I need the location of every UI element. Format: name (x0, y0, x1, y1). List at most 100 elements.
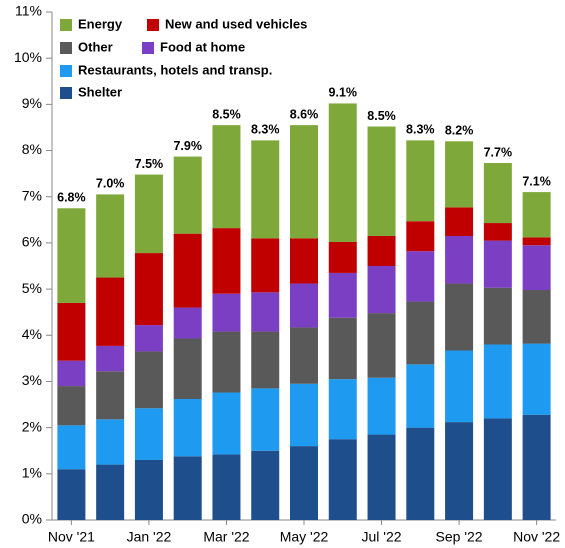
bar-segment (57, 302, 86, 361)
bar-segment (445, 422, 474, 520)
y-tick-label: 6% (22, 234, 42, 250)
bar-segment (212, 293, 241, 332)
bar-segment (367, 235, 396, 266)
bar-segment (290, 327, 318, 384)
bar-segment (522, 290, 551, 344)
bar-segment (212, 228, 241, 294)
bar-segment (290, 283, 318, 328)
bar-segment (212, 125, 241, 229)
bar-segment (328, 439, 357, 520)
y-tick-label: 9% (22, 95, 42, 111)
bar-segment (445, 283, 474, 351)
total-label: 8.3% (406, 123, 435, 137)
y-tick-label: 11% (15, 3, 42, 19)
x-tick-label: Jul '22 (362, 529, 402, 545)
bar-segment (483, 418, 512, 520)
bar-segment (406, 301, 435, 365)
total-label: 7.5% (135, 157, 164, 171)
bar-segment (251, 388, 280, 451)
bar-segment (134, 408, 163, 460)
y-tick-label: 0% (22, 511, 42, 527)
bar-segment (134, 253, 163, 326)
y-tick-label: 10% (14, 49, 42, 65)
y-tick-label: 2% (22, 418, 42, 434)
y-tick-label: 3% (22, 372, 42, 388)
bar-segment (96, 464, 125, 520)
legend-swatch (60, 87, 72, 99)
total-label: 7.0% (96, 177, 125, 191)
bar-segment (406, 427, 435, 520)
x-tick-label: Nov '21 (48, 529, 95, 545)
bar-segment (367, 313, 396, 378)
bar-segment (173, 456, 202, 520)
bar-segment (251, 331, 280, 389)
bar-segment (212, 454, 241, 520)
legend-swatch (60, 42, 72, 54)
bar-segment (367, 266, 396, 314)
legend-label: Energy (78, 16, 123, 31)
total-label: 6.8% (57, 191, 86, 205)
legend-swatch (60, 19, 72, 31)
bar-segment (406, 140, 435, 222)
bar-segment (134, 351, 163, 409)
bar-segment (57, 208, 86, 303)
bar-segment (57, 425, 86, 470)
bar-segment (406, 221, 435, 252)
legend-swatch (142, 42, 154, 54)
bar-segment (483, 223, 512, 241)
bar-segment (445, 207, 474, 236)
bar-segment (96, 371, 125, 420)
bar-segment (483, 240, 512, 288)
total-label: 8.3% (251, 123, 280, 137)
bar-segment (483, 287, 512, 345)
x-tick-label: Mar '22 (203, 529, 249, 545)
bar-segment (522, 414, 551, 520)
bar-segment (522, 245, 551, 291)
bar-segment (290, 446, 318, 520)
bar-segment (173, 307, 202, 339)
bar-segment (134, 459, 163, 520)
total-label: 8.2% (445, 124, 474, 138)
bar-segment (212, 331, 241, 393)
bar-segment (328, 103, 357, 242)
bar-segment (96, 277, 125, 346)
y-tick-label: 8% (22, 141, 42, 157)
bar-segment (251, 292, 280, 332)
bar-segment (57, 469, 86, 520)
bar-segment (483, 344, 512, 419)
total-label: 8.5% (367, 109, 396, 123)
bar-segment (406, 251, 435, 302)
bar-segment (367, 434, 396, 520)
legend-label: Restaurants, hotels and transp. (78, 62, 272, 77)
bar-segment (483, 163, 512, 224)
bar-segment (173, 399, 202, 457)
bar-segment (445, 141, 474, 208)
bar-segment (522, 237, 551, 246)
total-label: 7.7% (484, 145, 513, 159)
x-tick-label: May '22 (280, 529, 329, 545)
bar-segment (173, 338, 202, 400)
legend-swatch (60, 65, 72, 77)
bar-segment (251, 238, 280, 293)
bar-segment (290, 125, 318, 239)
bar-segment (290, 238, 318, 284)
bar-segment (96, 194, 125, 278)
legend-label: Shelter (78, 84, 122, 99)
bar-segment (57, 360, 86, 387)
x-tick-label: Jan '22 (127, 529, 172, 545)
bar-segment (367, 377, 396, 435)
legend-label: Other (78, 39, 113, 54)
bar-segment (134, 174, 163, 254)
bar-segment (173, 233, 202, 308)
bar-segment (522, 192, 551, 238)
total-label: 7.1% (522, 174, 551, 188)
bar-segment (445, 350, 474, 423)
total-label: 9.1% (329, 86, 358, 100)
bar-segment (290, 383, 318, 447)
bar-segment (173, 156, 202, 234)
bar-segment (445, 235, 474, 284)
bar-segment (522, 343, 551, 415)
y-tick-label: 1% (22, 465, 42, 481)
bar-segment (96, 419, 125, 465)
